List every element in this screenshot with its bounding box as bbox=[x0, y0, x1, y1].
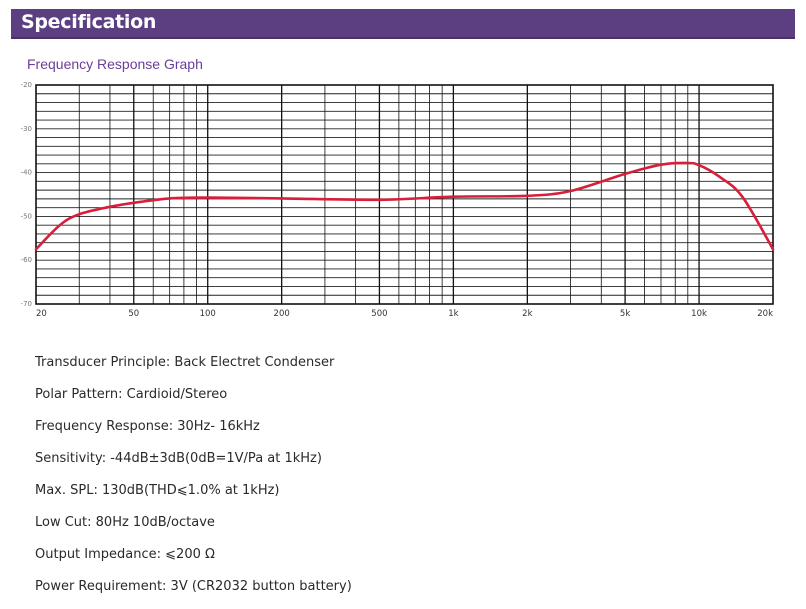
x-tick-label: 5k bbox=[620, 309, 630, 319]
spec-low-cut: Low Cut: 80Hz 10dB/octave bbox=[35, 515, 215, 530]
y-tick-label: -70 bbox=[21, 300, 32, 308]
spec-transducer: Transducer Principle: Back Electret Cond… bbox=[35, 355, 335, 370]
spec-output-impedance: Output Impedance: ⩽200 Ω bbox=[35, 547, 215, 562]
y-tick-label: -20 bbox=[21, 81, 32, 89]
x-tick-label: 500 bbox=[371, 309, 387, 319]
spec-sensitivity: Sensitivity: -44dB±3dB(0dB=1V/Pa at 1kHz… bbox=[35, 451, 322, 466]
frequency-response-chart: -20 -30 -40 -50 -60 -70 20 50 100 200 500 1k 2k 5k 10k… bbox=[21, 81, 775, 319]
spec-frequency-response: Frequency Response: 30Hz- 16kHz bbox=[35, 419, 260, 434]
x-tick-label: 1k bbox=[448, 309, 458, 319]
spec-list: Transducer Principle: Back Electret Cond… bbox=[35, 352, 352, 608]
graph-title: Frequency Response Graph bbox=[27, 56, 203, 72]
x-tick-label: 50 bbox=[128, 309, 139, 319]
response-curve bbox=[34, 161, 775, 251]
spec-max-spl: Max. SPL: 130dB(THD⩽1.0% at 1kHz) bbox=[35, 483, 280, 498]
plot-frame bbox=[35, 84, 774, 305]
y-tick-label: -40 bbox=[21, 169, 32, 177]
y-tick-label: -30 bbox=[21, 125, 32, 133]
x-tick-label: 20k bbox=[757, 309, 773, 319]
spec-power-requirement: Power Requirement: 3V (CR2032 button bat… bbox=[35, 579, 352, 594]
x-tick-label: 200 bbox=[274, 309, 290, 319]
section-header: Specification bbox=[11, 9, 795, 39]
x-tick-label: 2k bbox=[522, 309, 532, 319]
section-title: Specification bbox=[21, 11, 157, 33]
x-tick-label: 20 bbox=[36, 309, 47, 319]
x-tick-label: 100 bbox=[200, 309, 216, 319]
y-tick-label: -60 bbox=[21, 256, 32, 264]
y-tick-label: -50 bbox=[21, 212, 32, 220]
spec-polar-pattern: Polar Pattern: Cardioid/Stereo bbox=[35, 387, 228, 402]
x-tick-label: 10k bbox=[691, 309, 707, 319]
